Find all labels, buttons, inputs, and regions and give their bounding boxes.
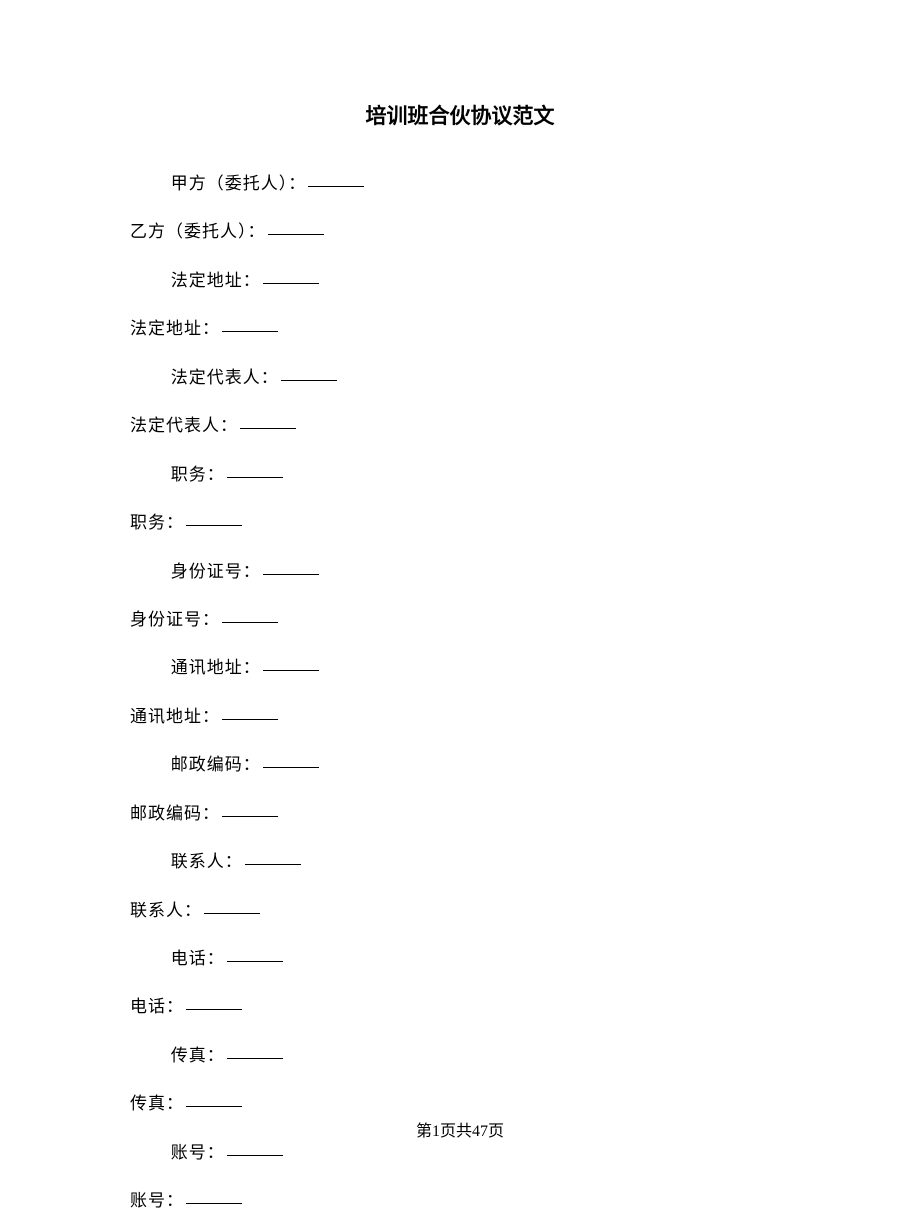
field-label: 法定地址： <box>130 319 220 338</box>
form-line: 通讯地址： <box>130 693 790 741</box>
field-label: 通讯地址： <box>130 707 220 726</box>
form-line: 电话： <box>130 935 790 983</box>
blank-underline <box>204 897 260 914</box>
form-line: 联系人： <box>130 838 790 886</box>
blank-underline <box>222 703 278 720</box>
form-line: 身份证号： <box>130 548 790 596</box>
field-label: 乙方（委托人）： <box>130 222 266 241</box>
blank-underline <box>186 1090 242 1107</box>
document-title: 培训班合伙协议范文 <box>130 100 790 130</box>
form-line: 传真： <box>130 1032 790 1080</box>
blank-underline <box>263 654 319 671</box>
form-line: 电话： <box>130 983 790 1031</box>
field-label: 甲方（委托人）： <box>171 174 307 193</box>
field-label: 通讯地址： <box>171 658 261 677</box>
form-line: 职务： <box>130 499 790 547</box>
field-label: 电话： <box>130 997 184 1016</box>
form-line: 法定代表人： <box>130 354 790 402</box>
field-label: 电话： <box>171 949 225 968</box>
blank-underline <box>222 315 278 332</box>
field-label: 账号： <box>171 1143 225 1162</box>
page-container: 培训班合伙协议范文 甲方（委托人）： 乙方（委托人）： 法定地址： 法定地址： 法定代表… <box>0 0 920 1191</box>
field-label: 身份证号： <box>130 610 220 629</box>
blank-underline <box>245 848 301 865</box>
field-label: 邮政编码： <box>130 804 220 823</box>
form-line: 乙方（委托人）： <box>130 208 790 256</box>
blank-underline <box>281 364 337 381</box>
field-label: 传真： <box>130 1094 184 1113</box>
document-body: 甲方（委托人）： 乙方（委托人）： 法定地址： 法定地址： 法定代表人： 法定代表人： 职务… <box>130 160 790 1226</box>
field-label: 传真： <box>171 1046 225 1065</box>
blank-underline <box>227 461 283 478</box>
blank-underline <box>263 267 319 284</box>
field-label: 职务： <box>130 513 184 532</box>
form-line: 职务： <box>130 451 790 499</box>
field-label: 联系人： <box>171 852 243 871</box>
field-label: 账号： <box>130 1191 184 1210</box>
blank-underline <box>222 800 278 817</box>
blank-underline <box>186 993 242 1010</box>
field-label: 职务： <box>171 465 225 484</box>
field-label: 邮政编码： <box>171 755 261 774</box>
blank-underline <box>227 945 283 962</box>
blank-underline <box>222 606 278 623</box>
blank-underline <box>263 558 319 575</box>
blank-underline <box>308 170 364 187</box>
page-footer: 第1页共47页 <box>0 1117 920 1141</box>
form-line: 身份证号： <box>130 596 790 644</box>
blank-underline <box>186 1187 242 1204</box>
blank-underline <box>240 412 296 429</box>
blank-underline <box>268 218 324 235</box>
form-line: 邮政编码： <box>130 741 790 789</box>
form-line: 通讯地址： <box>130 644 790 692</box>
form-line: 账号： <box>130 1177 790 1225</box>
form-line: 法定地址： <box>130 305 790 353</box>
field-label: 法定代表人： <box>171 368 279 387</box>
form-line: 邮政编码： <box>130 790 790 838</box>
form-line: 甲方（委托人）： <box>130 160 790 208</box>
blank-underline <box>263 751 319 768</box>
field-label: 联系人： <box>130 901 202 920</box>
blank-underline <box>186 509 242 526</box>
field-label: 法定代表人： <box>130 416 238 435</box>
form-line: 法定地址： <box>130 257 790 305</box>
blank-underline <box>227 1042 283 1059</box>
field-label: 法定地址： <box>171 271 261 290</box>
form-line: 联系人： <box>130 887 790 935</box>
field-label: 身份证号： <box>171 562 261 581</box>
blank-underline <box>227 1139 283 1156</box>
form-line: 法定代表人： <box>130 402 790 450</box>
